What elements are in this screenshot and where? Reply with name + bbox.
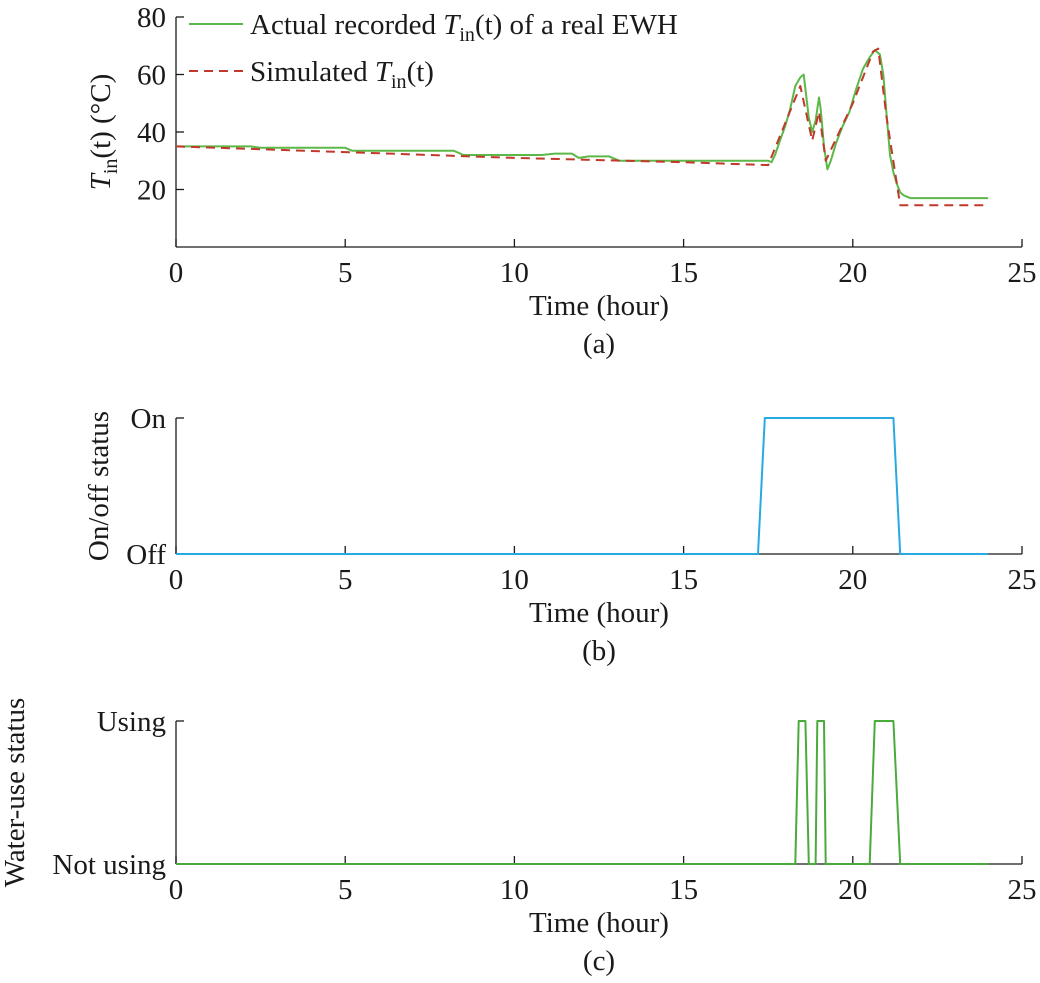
x-tick-label: 10 — [500, 564, 529, 596]
x-tick-label: 0 — [169, 874, 184, 906]
series-line-1 — [175, 47, 989, 207]
x-tick-label: 5 — [338, 564, 353, 596]
x-axis-label: Time (hour) — [529, 597, 669, 629]
x-tick-label: 20 — [838, 257, 867, 289]
series-line-0 — [176, 720, 989, 865]
x-axis-label: Time (hour) — [529, 907, 669, 939]
x-tick-label: 10 — [500, 874, 529, 906]
y-tick-label: 80 — [137, 2, 166, 34]
x-tick-label: 15 — [669, 874, 698, 906]
x-tick-label: 10 — [500, 257, 529, 289]
y-axis-label: Water-use status — [0, 698, 31, 888]
x-axis-label: Time (hour) — [529, 290, 669, 322]
legend: Actual recorded Tin(t) of a real EWH Simu… — [189, 9, 678, 93]
x-tick-label: 5 — [338, 874, 353, 906]
panel-caption: (a) — [583, 328, 615, 360]
y-tick-label: Off — [126, 539, 166, 571]
x-tick-label: 0 — [169, 257, 184, 289]
x-tick-label: 15 — [669, 564, 698, 596]
y-axis-label: Tin(t) (°C) — [85, 74, 122, 191]
x-tick-label: 25 — [1008, 564, 1037, 596]
panel-b: 0 5 10 15 20 25 Off On Time (hour) (b) On/off stat… — [83, 403, 1037, 667]
panel-caption: (c) — [583, 945, 615, 977]
series-line-0 — [176, 49, 989, 200]
y-tick-label: 40 — [137, 117, 166, 149]
x-tick-label: 0 — [169, 564, 184, 596]
panel-a: 0 5 10 15 20 25 20 40 60 80 Time (hour) (a) Tin(t) (… — [85, 2, 1037, 360]
series-line-0 — [176, 417, 989, 555]
panel-c: 0 5 10 15 20 25 Not using Using Time (hour) (c) Wa… — [0, 698, 1037, 977]
legend-entry-0: Actual recorded Tin(t) of a real EWH — [250, 9, 678, 46]
y-tick-label: Not using — [52, 849, 166, 881]
x-tick-label: 5 — [338, 257, 353, 289]
y-tick-label: Using — [97, 706, 166, 738]
x-tick-label: 15 — [669, 257, 698, 289]
x-tick-label: 25 — [1008, 257, 1037, 289]
x-tick-label: 20 — [838, 874, 867, 906]
legend-entry-1: Simulated Tin(t) — [250, 56, 434, 93]
y-axis-label: On/off status — [83, 411, 115, 561]
x-tick-label: 25 — [1008, 874, 1037, 906]
y-tick-label: 60 — [137, 60, 166, 92]
y-tick-label: 20 — [137, 175, 166, 207]
x-tick-label: 20 — [838, 564, 867, 596]
panel-caption: (b) — [582, 635, 616, 667]
y-tick-label: On — [131, 403, 167, 435]
